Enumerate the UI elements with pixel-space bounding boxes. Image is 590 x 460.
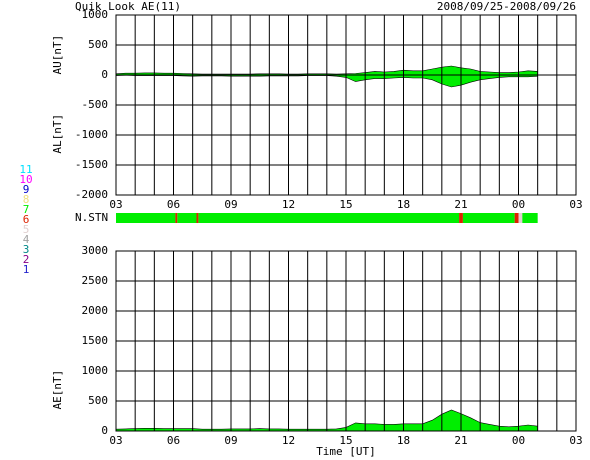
x-tick-label: 09 — [224, 434, 237, 447]
y-tick-label: 2500 — [82, 274, 109, 287]
x-tick-label: 21 — [454, 434, 467, 447]
legend-entry: 4 — [23, 233, 30, 246]
legend-entry: 1 — [23, 263, 30, 276]
x-tick-label: 18 — [397, 434, 410, 447]
x-tick-label: 15 — [339, 434, 352, 447]
legend-entry: 11 — [19, 163, 32, 176]
chart-subtitle: 2008/09/25-2008/09/26 — [437, 0, 576, 13]
area — [115, 409, 538, 432]
y-tick-label: 1000 — [82, 8, 109, 21]
y-axis-label: AU[nT] — [51, 35, 64, 75]
x-tick-label: 06 — [167, 434, 180, 447]
y-tick-label: 0 — [101, 68, 108, 81]
station-segment — [116, 213, 176, 223]
x-tick-label: 00 — [512, 198, 525, 211]
plot-frame — [115, 250, 577, 432]
station-segment — [518, 213, 523, 223]
area — [115, 65, 538, 76]
legend-entry: 3 — [23, 243, 30, 256]
legend-entry: 7 — [23, 203, 30, 216]
bar-label: N.STN — [75, 211, 108, 224]
y-tick-label: -1500 — [75, 158, 108, 171]
legend-entry: 5 — [23, 223, 30, 236]
station-segment — [459, 213, 463, 223]
y-tick-label: 2000 — [82, 304, 109, 317]
station-segment — [522, 213, 538, 223]
legend-entry: 8 — [23, 193, 30, 206]
plot-frame — [115, 14, 577, 196]
y-tick-label: 3000 — [82, 244, 109, 257]
x-tick-label: 03 — [109, 198, 122, 211]
legend-entry: 10 — [19, 173, 32, 186]
x-tick-label: 00 — [512, 434, 525, 447]
station-segment — [196, 213, 199, 223]
x-tick-label: 03 — [109, 434, 122, 447]
station-segment — [175, 213, 178, 223]
y-tick-label: 500 — [88, 394, 108, 407]
x-tick-label: 21 — [454, 198, 467, 211]
legend-entry: 2 — [23, 253, 30, 266]
y-tick-label: 0 — [101, 424, 108, 437]
y-tick-label: -1000 — [75, 128, 108, 141]
y-tick-label: -500 — [82, 98, 109, 111]
station-segment — [514, 213, 519, 223]
legend-entry: 6 — [23, 213, 30, 226]
station-segment — [462, 213, 515, 223]
x-tick-label: 15 — [339, 198, 352, 211]
y-tick-label: 500 — [88, 38, 108, 51]
y-tick-label: 1000 — [82, 364, 109, 377]
x-tick-label: 09 — [224, 198, 237, 211]
x-tick-label: 12 — [282, 434, 295, 447]
x-tick-label: 18 — [397, 198, 410, 211]
y-tick-label: -2000 — [75, 188, 108, 201]
x-tick-label: 06 — [167, 198, 180, 211]
x-tick-label: 03 — [569, 434, 582, 447]
x-tick-label: 03 — [569, 198, 582, 211]
chart-title: Quik Look AE(11) — [75, 0, 181, 13]
area — [115, 74, 538, 88]
station-segment — [198, 213, 460, 223]
legend-entry: 9 — [23, 183, 30, 196]
y-axis-label: AE[nT] — [51, 370, 64, 410]
x-axis-label: Time [UT] — [316, 445, 376, 458]
x-tick-label: 12 — [282, 198, 295, 211]
y-tick-label: 1500 — [82, 334, 109, 347]
station-segment — [177, 213, 197, 223]
y-axis-label: AL[nT] — [51, 114, 64, 154]
